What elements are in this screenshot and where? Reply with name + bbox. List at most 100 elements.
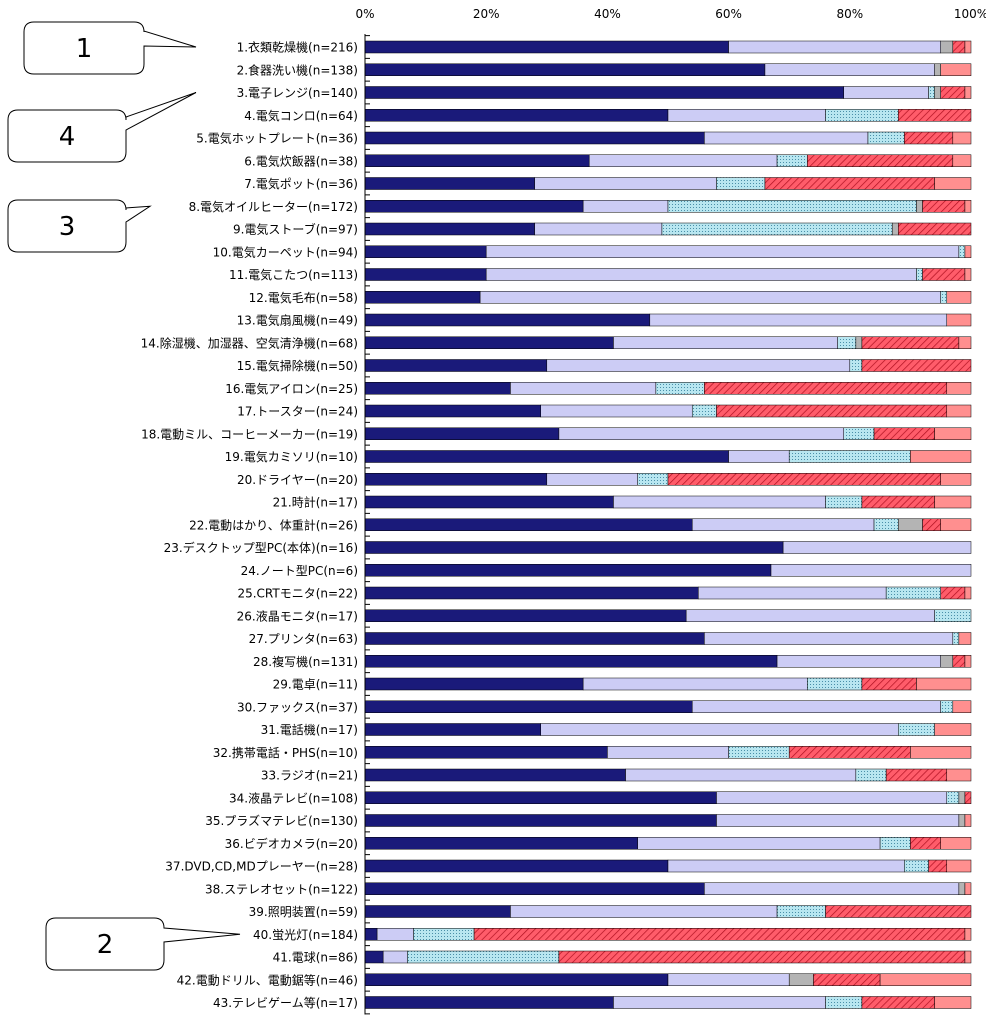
bar-segment	[685, 609, 935, 622]
bar-segment	[782, 541, 972, 554]
bar-segment	[855, 768, 887, 782]
bar-segment	[813, 973, 881, 986]
bar-segment	[849, 359, 863, 372]
bar-segment	[661, 222, 893, 236]
category-label: 22.電動はかり、体重計(n=26)	[189, 517, 358, 532]
category-label: 37.DVD,CD,MDプレーヤー(n=28)	[165, 860, 358, 874]
bar-segment	[928, 86, 935, 99]
category-label: 9.電気ストーブ(n=97)	[233, 222, 358, 237]
bar-segment	[764, 63, 935, 76]
bar-segment	[364, 336, 614, 349]
bar-segment	[958, 336, 972, 349]
bar-segment	[940, 586, 966, 600]
bar-segment	[861, 336, 960, 349]
bar-segment	[964, 586, 972, 600]
bar-segment	[364, 404, 541, 418]
bar-segment	[364, 655, 778, 668]
category-label: 15.電気掃除機(n=50)	[237, 358, 358, 373]
bar-segment	[764, 177, 935, 190]
bar-segment	[558, 427, 844, 440]
bar-segment	[364, 882, 705, 895]
bar-segment	[898, 723, 935, 736]
bar-segment	[364, 473, 548, 486]
bar-segment	[825, 996, 863, 1009]
bar-segment	[649, 313, 948, 327]
bar-segment	[910, 837, 941, 850]
bar-segment	[376, 928, 414, 941]
category-label: 10.電気カーペット(n=94)	[213, 244, 358, 259]
bar-segment	[364, 177, 535, 190]
bar-segment	[964, 950, 972, 964]
bar-segment	[958, 814, 966, 827]
bar-segment	[946, 313, 972, 327]
bar-segment	[716, 814, 960, 827]
bar-segment	[958, 632, 972, 645]
bar-segment	[364, 154, 590, 167]
bar-segment	[776, 154, 808, 167]
bar-segment	[407, 950, 560, 964]
bar-segment	[667, 109, 826, 122]
bar-segment	[934, 723, 972, 736]
bar-segment	[873, 427, 935, 440]
bar-segment	[916, 268, 923, 281]
bar-segment	[728, 450, 790, 463]
bar-segment	[898, 222, 972, 236]
bar-segment	[364, 359, 548, 372]
bar-segment	[558, 950, 966, 964]
bar-segment	[534, 177, 717, 190]
bar-segment	[704, 632, 954, 645]
bar-segment	[364, 746, 608, 759]
bar-segment	[825, 495, 863, 509]
bar-segment	[364, 245, 487, 258]
x-tick-label: 0%	[355, 7, 374, 21]
category-label: 41.電球(n=86)	[273, 951, 358, 965]
bar-segment	[364, 700, 693, 713]
bar-segment	[952, 131, 972, 145]
bar-segment	[637, 837, 881, 850]
bar-segment	[916, 677, 972, 691]
bar-segment	[843, 427, 875, 440]
bar-segment	[510, 382, 657, 395]
x-tick-label: 40%	[594, 7, 621, 21]
bar-segment	[964, 245, 972, 258]
bar-segment	[655, 382, 705, 395]
bar-segment	[364, 109, 669, 122]
bar-segment	[922, 200, 966, 213]
bar-segment	[691, 700, 941, 713]
bar-segment	[898, 109, 972, 122]
x-tick-label: 20%	[473, 7, 500, 21]
category-label: 16.電気アイロン(n=25)	[225, 381, 358, 396]
bar-segment	[910, 450, 972, 463]
bar-segment	[582, 677, 808, 691]
category-label: 4.電気コンロ(n=64)	[244, 108, 358, 123]
bar-segment	[873, 518, 899, 531]
category-label: 6.電気炊飯器(n=38)	[244, 153, 358, 168]
bar-segment	[885, 586, 941, 600]
bar-segment	[964, 268, 972, 281]
bar-segment	[964, 928, 972, 941]
bar-segment	[364, 382, 511, 395]
bar-segment	[613, 996, 826, 1009]
bar-segment	[934, 609, 972, 622]
bar-segment	[546, 473, 638, 486]
bar-segment	[667, 200, 917, 213]
bar-segment	[364, 63, 766, 76]
category-label: 8.電気オイルヒーター(n=172)	[189, 199, 358, 214]
bar-segment	[964, 791, 972, 804]
bar-segment	[691, 518, 875, 531]
bar-segment	[946, 768, 972, 782]
bar-segment	[879, 973, 972, 986]
category-labels: 1.衣類乾燥機(n=216) 2.食器洗い機(n=138) 3.電子レンジ(n=14…	[141, 40, 358, 1011]
bar-segment	[382, 950, 408, 964]
callout-label: 2	[97, 930, 114, 960]
bar-segment	[364, 495, 614, 509]
bar-segment	[364, 814, 717, 827]
category-label: 33.ラジオ(n=21)	[261, 769, 358, 783]
category-label: 3.電子レンジ(n=140)	[237, 86, 358, 100]
bar-segment	[473, 928, 966, 941]
bar-segment	[728, 746, 790, 759]
bar-segment	[946, 859, 972, 873]
bar-segment	[776, 655, 941, 668]
category-label: 7.電気ポット(n=36)	[244, 176, 358, 191]
